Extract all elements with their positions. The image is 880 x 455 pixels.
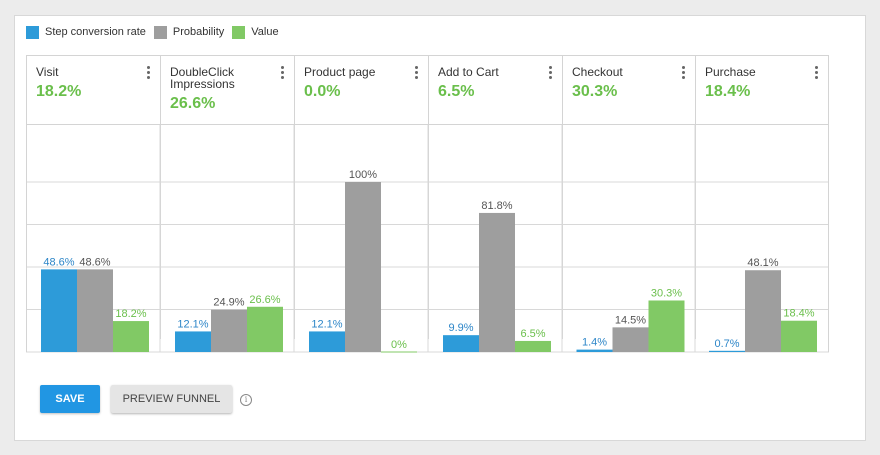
bar-value xyxy=(113,321,149,352)
step-header: Add to Cart 6.5% xyxy=(429,56,562,125)
legend-swatch-value xyxy=(232,25,246,39)
data-label-step-conversion: 1.4% xyxy=(582,337,607,349)
data-label-value: 30.3% xyxy=(651,287,682,299)
bar-value xyxy=(648,300,685,352)
step-name: DoubleClick Impressions xyxy=(170,65,235,91)
step-name: Checkout xyxy=(572,65,623,79)
data-label-value: 6.5% xyxy=(520,328,545,340)
data-label-probability: 14.5% xyxy=(615,314,646,326)
legend-item-probability: Probability xyxy=(153,25,225,39)
data-label-probability: 100% xyxy=(349,169,377,181)
bar-step-conversion xyxy=(309,331,345,352)
step-doubleclick-impressions: DoubleClick Impressions 26.6% xyxy=(161,56,295,339)
bar-step-conversion xyxy=(41,269,77,352)
legend-label: Step conversion rate xyxy=(45,26,146,38)
step-purchase: Purchase 18.4% xyxy=(696,56,828,339)
legend-label: Probability xyxy=(172,26,225,38)
step-name: Add to Cart xyxy=(438,65,499,79)
legend-item-value: Value xyxy=(232,25,279,39)
chart-legend: Step conversion rate Probability Value xyxy=(26,25,287,39)
data-label-value: 18.4% xyxy=(783,308,814,320)
step-header: Checkout 30.3% xyxy=(563,56,695,125)
bar-probability xyxy=(479,212,515,352)
data-label-step-conversion: 0.7% xyxy=(714,338,739,350)
funnel-card xyxy=(14,15,866,441)
step-name: Purchase xyxy=(705,65,756,79)
step-name: Product page xyxy=(304,65,376,79)
bar-probability xyxy=(77,269,113,352)
legend-item-step-conversion: Step conversion rate xyxy=(26,25,146,39)
step-value: 6.5% xyxy=(438,83,475,100)
data-label-step-conversion: 9.9% xyxy=(448,322,473,334)
more-vert-icon[interactable] xyxy=(145,66,151,82)
step-add-to-cart: Add to Cart 6.5% xyxy=(429,56,563,339)
step-value: 26.6% xyxy=(170,95,216,112)
bar-value xyxy=(247,306,283,352)
step-header: Purchase 18.4% xyxy=(696,56,828,125)
bar-probability xyxy=(345,182,381,352)
step-value: 18.4% xyxy=(705,83,751,100)
funnel-bar-chart: 48.6% 48.6% 18.2% 12.1% 24.9% 26.6% 12.1% 100% 0… xyxy=(26,125,829,353)
data-label-probability: 24.9% xyxy=(213,297,244,309)
more-vert-icon[interactable] xyxy=(547,66,553,82)
data-label-probability: 81.8% xyxy=(481,200,512,212)
data-label-probability: 48.6% xyxy=(79,256,110,268)
save-button[interactable]: SAVE xyxy=(40,385,100,413)
bar-value xyxy=(781,320,817,352)
legend-label: Value xyxy=(251,26,279,38)
legend-swatch-probability xyxy=(153,25,167,39)
bar-step-conversion xyxy=(443,335,479,352)
more-vert-icon[interactable] xyxy=(413,66,419,82)
step-header: DoubleClick Impressions 26.6% xyxy=(161,56,294,125)
data-label-value: 0% xyxy=(391,339,407,351)
bar-value xyxy=(515,340,551,352)
bar-probability xyxy=(612,327,649,352)
data-label-step-conversion: 48.6% xyxy=(43,256,74,268)
bar-step-conversion xyxy=(576,349,613,352)
more-vert-icon[interactable] xyxy=(279,66,285,82)
step-value: 30.3% xyxy=(572,83,618,100)
step-name: Visit xyxy=(36,65,59,79)
bar-step-conversion xyxy=(709,350,745,352)
preview-funnel-button[interactable]: PREVIEW FUNNEL xyxy=(111,385,232,413)
bar-probability xyxy=(745,270,781,352)
data-label-value: 18.2% xyxy=(115,308,146,320)
data-label-step-conversion: 12.1% xyxy=(311,318,342,330)
more-vert-icon[interactable] xyxy=(813,66,819,82)
data-label-value: 26.6% xyxy=(249,294,280,306)
data-label-step-conversion: 12.1% xyxy=(177,318,208,330)
legend-swatch-step-conversion xyxy=(26,25,39,39)
bar-step-conversion xyxy=(175,331,211,352)
step-header: Visit 18.2% xyxy=(27,56,160,125)
step-value: 0.0% xyxy=(304,83,341,100)
more-vert-icon[interactable] xyxy=(680,66,686,82)
info-icon[interactable]: i xyxy=(240,394,252,406)
bar-probability xyxy=(211,309,247,352)
step-value: 18.2% xyxy=(36,83,82,100)
data-label-probability: 48.1% xyxy=(747,257,778,269)
step-header: Product page 0.0% xyxy=(295,56,428,125)
